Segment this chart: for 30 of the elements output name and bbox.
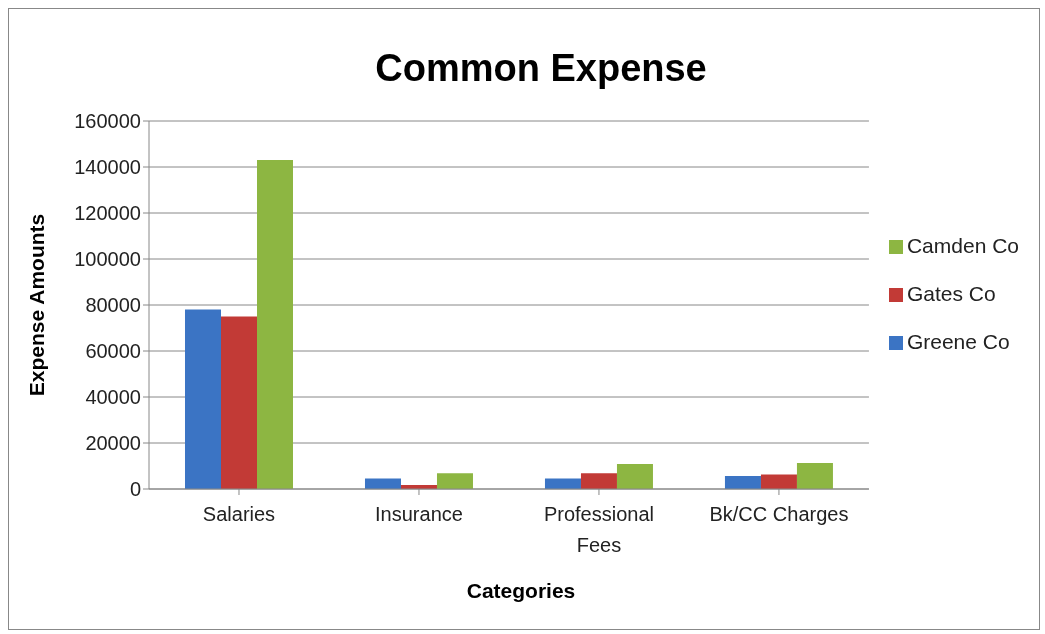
bar: [616, 463, 653, 489]
bar: [221, 316, 257, 489]
bar: [544, 478, 581, 489]
bar: [580, 473, 617, 489]
bar: [364, 478, 401, 489]
x-tick-label: Bk/CC Charges: [709, 503, 849, 525]
bar: [724, 475, 761, 489]
x-tick-label: Salaries: [202, 503, 276, 525]
y-tick-label: 20000: [85, 432, 141, 455]
bar: [436, 473, 473, 489]
chart-title: Common Expense: [374, 47, 708, 90]
y-tick-label: 80000: [85, 294, 141, 317]
x-tick-label: Professional Fees: [543, 503, 654, 556]
legend-label: Greene Co: [906, 330, 1010, 353]
bar: [760, 474, 797, 489]
y-tick-label: 160000: [74, 110, 141, 133]
x-axis-title: Categories: [465, 579, 577, 603]
y-axis-title: Expense Amounts: [25, 213, 49, 397]
y-tick-label: 60000: [85, 340, 141, 363]
y-tick-label: 120000: [74, 202, 141, 225]
y-tick-label: 0: [129, 478, 141, 501]
legend-label: Camden Co: [906, 234, 1019, 257]
legend-label: Gates Co: [906, 282, 996, 305]
bar: [185, 309, 221, 489]
y-tick-label: 100000: [74, 248, 141, 271]
y-tick-label: 40000: [85, 386, 141, 409]
y-tick-label: 140000: [74, 156, 141, 179]
bar: [257, 160, 293, 489]
bar: [796, 463, 833, 489]
x-tick-label: Insurance: [375, 503, 463, 525]
